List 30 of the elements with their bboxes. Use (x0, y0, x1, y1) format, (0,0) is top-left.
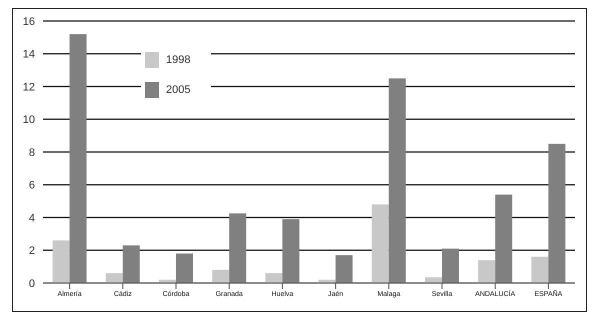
bar (212, 270, 230, 283)
bar (176, 254, 193, 283)
bar (336, 255, 353, 283)
y-tick-label: 10 (22, 114, 35, 126)
y-tick-label: 16 (22, 16, 35, 28)
bar (122, 245, 140, 283)
bar (388, 78, 406, 283)
y-tick-label: 14 (22, 48, 35, 61)
bar (52, 240, 70, 283)
bar (478, 260, 496, 283)
y-tick-label: 12 (22, 81, 35, 94)
bar (318, 280, 336, 283)
y-tick-label: 6 (28, 180, 35, 192)
legend-label: 2005 (166, 84, 190, 96)
bar (531, 256, 548, 283)
legend-label: 1998 (166, 54, 190, 66)
bar (548, 144, 566, 283)
bar (372, 204, 389, 283)
bar (265, 273, 282, 283)
bar (495, 194, 512, 283)
y-tick-label: 4 (28, 212, 35, 224)
y-tick-label: 2 (28, 245, 35, 258)
bar (70, 34, 87, 283)
bar (229, 213, 246, 283)
y-tick-label: 0 (28, 278, 35, 290)
y-tick-label: 8 (28, 146, 35, 159)
bar (106, 273, 123, 283)
bar (442, 248, 459, 283)
bar (282, 219, 300, 283)
bar (158, 280, 176, 283)
